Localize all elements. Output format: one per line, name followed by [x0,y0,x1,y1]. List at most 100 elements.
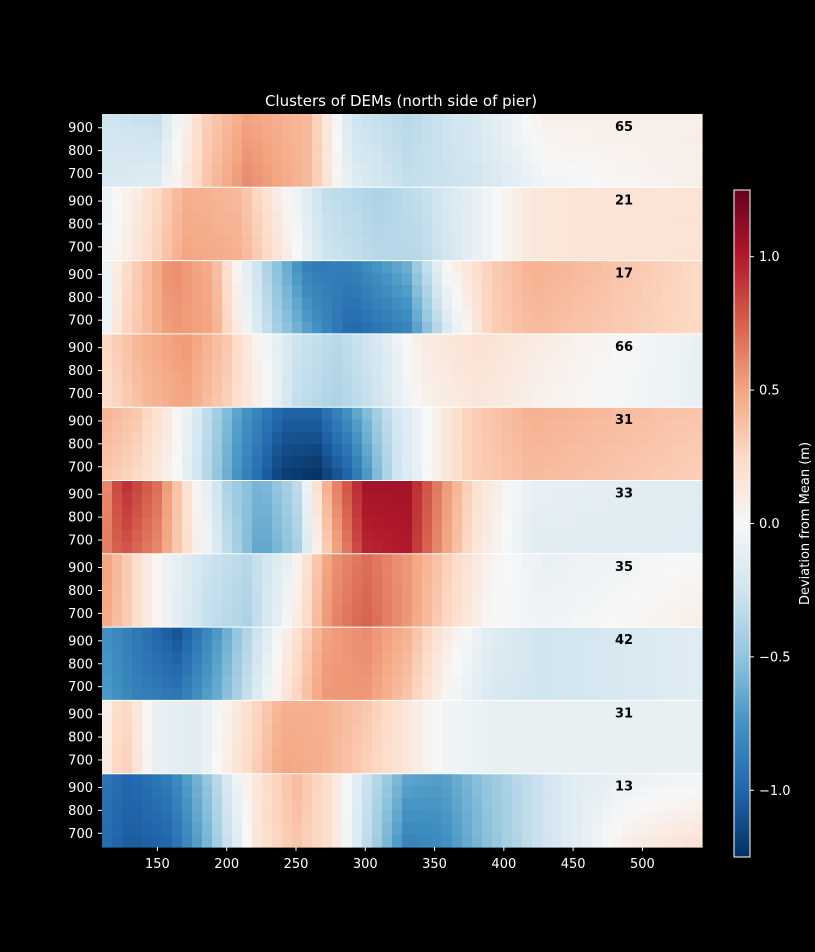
heatmap-cell [262,468,273,482]
heatmap-cell [602,114,613,127]
heatmap-cell [272,724,283,738]
heatmap-cell [592,199,603,213]
heatmap-cell [682,785,693,799]
heatmap-cell [442,578,453,592]
heatmap-cell [472,651,483,665]
heatmap-cell [332,529,343,543]
heatmap-cell [522,358,533,372]
heatmap-cell [112,138,123,152]
heatmap-cell [232,517,243,530]
y-tick-label: 700 [68,387,93,402]
heatmap-cell [232,810,243,824]
heatmap-cell [222,773,233,787]
heatmap-cell [102,260,113,274]
heatmap-cell [302,211,313,225]
heatmap-cell [562,798,573,811]
heatmap-cell [132,541,143,555]
heatmap-cell [542,443,553,457]
heatmap-cell [162,529,173,543]
heatmap-cell [542,541,553,555]
heatmap-cell [332,394,343,408]
heatmap-cell [132,358,143,372]
heatmap-cell [242,114,253,127]
heatmap-cell [122,700,133,714]
heatmap-cell [572,529,583,543]
heatmap-cell [302,309,313,323]
heatmap-cell [122,749,133,763]
heatmap-cell [102,187,113,201]
y-tick-label: 700 [68,534,93,549]
heatmap-cell [412,590,423,604]
heatmap-cell [392,602,403,616]
heatmap-cell [302,272,313,286]
heatmap-cell [102,199,113,213]
heatmap-cell [612,382,623,396]
heatmap-cell [602,175,613,188]
heatmap-cell [412,431,423,445]
heatmap-cell [452,663,463,677]
heatmap-cell [242,199,253,213]
heatmap-cell [492,162,503,176]
heatmap-cell [592,675,603,689]
heatmap-cell [582,810,593,824]
heatmap-cell [482,199,493,213]
heatmap-cell [252,162,263,176]
heatmap-cell [632,370,643,384]
heatmap-cell [152,419,163,433]
heatmap-cell [372,431,383,445]
heatmap-cell [342,382,353,396]
heatmap-cell [112,834,123,848]
heatmap-cell [492,272,503,286]
heatmap-cell [192,187,203,201]
heatmap-cell [552,297,563,311]
heatmap-cell [602,663,613,677]
heatmap-cell [252,553,263,567]
heatmap-cell [242,834,253,848]
heatmap-cell [422,321,433,335]
heatmap-cell [282,590,293,604]
heatmap-cell [412,150,423,164]
heatmap-cell [332,651,343,665]
heatmap-cell [622,333,633,347]
heatmap-cell [332,321,343,335]
heatmap-cell [312,126,323,140]
heatmap-cell [532,333,543,347]
heatmap-cell [482,370,493,384]
heatmap-cell [492,639,503,653]
heatmap-cell [142,541,153,555]
heatmap-cell [472,675,483,689]
heatmap-cell [272,566,283,579]
heatmap-cell [322,114,333,127]
y-tick-label: 900 [68,781,93,796]
heatmap-cell [322,602,333,616]
heatmap-cell [162,138,173,152]
heatmap-cell [362,297,373,311]
heatmap-cell [292,126,303,140]
heatmap-cell [312,492,323,506]
heatmap-cell [522,517,533,530]
heatmap-cell [132,419,143,433]
heatmap-cell [502,443,513,457]
heatmap-cell [602,553,613,567]
heatmap-cell [292,614,303,628]
heatmap-cell [292,114,303,127]
heatmap-cell [112,688,123,701]
heatmap-cell [212,578,223,592]
heatmap-cell [632,480,643,494]
heatmap-cell [362,504,373,518]
heatmap-cell [622,394,633,408]
heatmap-cell [202,773,213,787]
heatmap-cell [452,578,463,592]
heatmap-cell [102,504,113,518]
heatmap-cell [382,260,393,274]
heatmap-cell [522,150,533,164]
heatmap-cell [112,211,123,225]
heatmap-cell [242,309,253,323]
heatmap-cell [532,199,543,213]
heatmap-cell [122,639,133,653]
heatmap-cell [452,443,463,457]
heatmap-cell [652,223,663,237]
heatmap-cell [282,431,293,445]
heatmap-cell [252,724,263,738]
